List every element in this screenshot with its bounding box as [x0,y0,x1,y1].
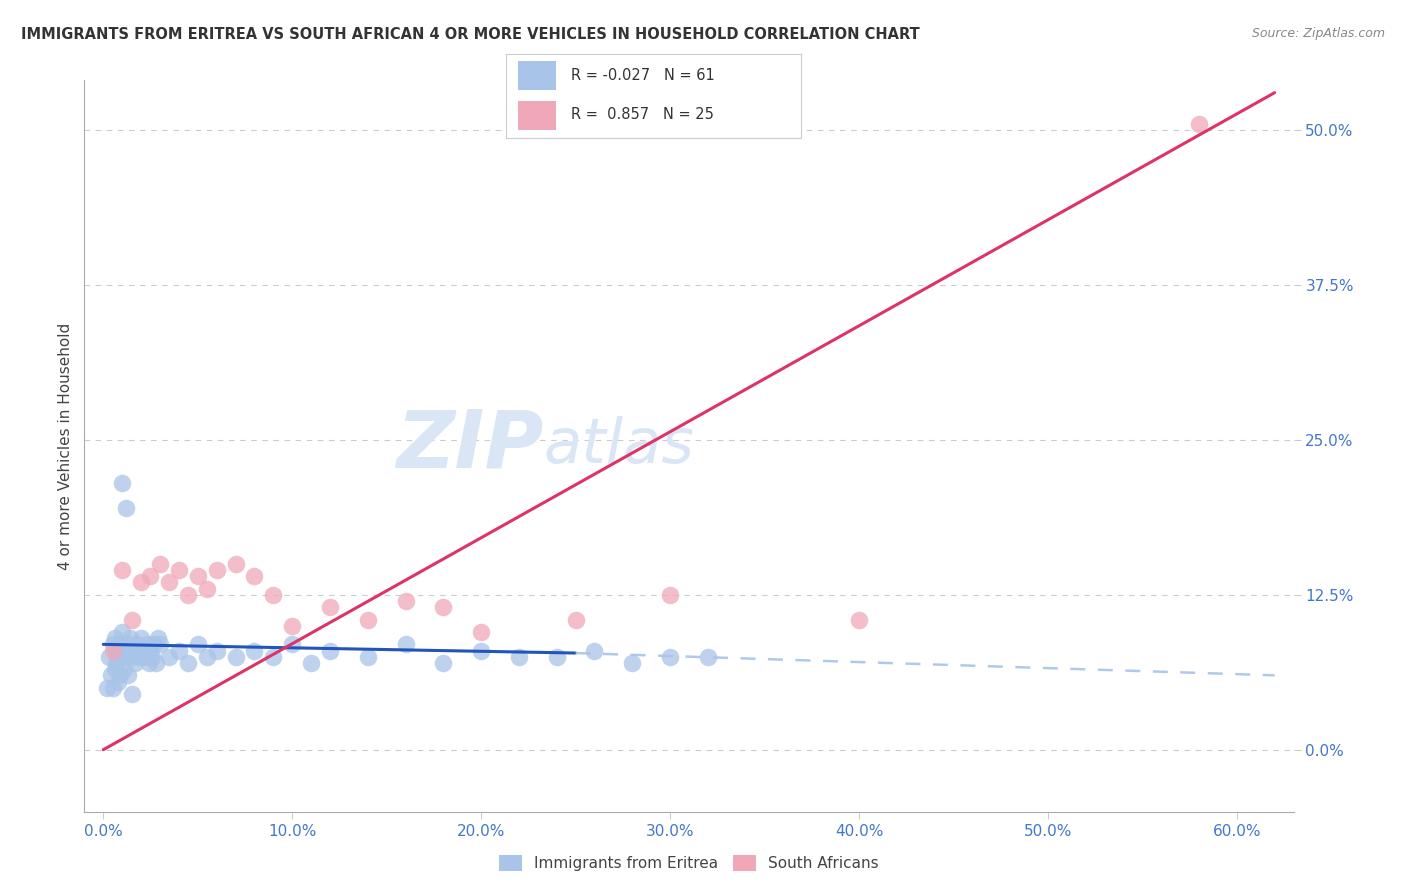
Point [149,637,172,651]
Point [167,643,190,657]
Point [299,656,322,670]
Point [157,575,180,590]
Point [319,643,342,657]
Point [104,631,127,645]
Point [115,500,138,515]
Point [508,649,530,664]
Point [432,600,454,615]
Point [117,637,139,651]
Point [117,668,139,682]
Point [470,643,492,657]
Point [121,687,143,701]
Text: IMMIGRANTS FROM ERITREA VS SOUTH AFRICAN 4 OR MORE VEHICLES IN HOUSEHOLD CORRELA: IMMIGRANTS FROM ERITREA VS SOUTH AFRICAN… [21,27,920,42]
Point [100,668,122,682]
Point [105,656,128,670]
Point [848,613,870,627]
Point [243,569,266,583]
Point [195,649,218,664]
Point [145,656,167,670]
Point [357,649,380,664]
Point [111,563,134,577]
Point [394,637,416,651]
Point [432,656,454,670]
Bar [517,101,557,130]
Point [128,649,150,664]
Point [110,637,132,651]
Point [135,637,157,651]
Text: Source: ZipAtlas.com: Source: ZipAtlas.com [1251,27,1385,40]
Point [167,563,190,577]
Point [143,637,166,651]
Point [225,649,247,664]
Point [104,662,127,676]
Point [195,582,218,596]
Point [177,588,200,602]
Point [121,613,143,627]
Point [115,649,138,664]
Point [262,649,284,664]
Point [121,649,143,664]
Point [177,656,200,670]
Point [564,613,586,627]
Point [132,643,155,657]
Point [262,588,284,602]
Point [139,643,162,657]
Point [470,624,492,639]
Point [281,619,304,633]
Point [96,681,118,695]
Point [225,557,247,571]
Point [659,649,682,664]
Point [134,649,156,664]
Point [187,637,209,651]
Point [205,563,228,577]
Point [111,476,134,491]
Y-axis label: 4 or more Vehicles in Household: 4 or more Vehicles in Household [58,322,73,570]
Point [205,643,228,657]
Point [129,575,152,590]
Point [149,557,172,571]
Point [129,631,152,645]
Text: atlas: atlas [544,416,695,476]
Point [583,643,606,657]
Point [124,656,146,670]
Text: R = -0.027   N = 61: R = -0.027 N = 61 [571,68,714,83]
Point [101,681,124,695]
Point [696,649,718,664]
Point [157,649,180,664]
Point [141,649,163,664]
Point [139,569,162,583]
Point [97,649,120,664]
Point [101,643,124,657]
Point [112,643,135,657]
Point [122,643,145,657]
Text: R =  0.857   N = 25: R = 0.857 N = 25 [571,107,714,122]
Point [127,637,149,651]
Point [111,624,134,639]
Point [110,668,132,682]
Point [281,637,304,651]
Point [357,613,380,627]
Text: ZIP: ZIP [396,407,544,485]
Bar [517,62,557,90]
Point [107,649,129,664]
Point [394,594,416,608]
Point [105,643,128,657]
Point [146,631,169,645]
Point [118,631,141,645]
Point [138,656,160,670]
Point [319,600,342,615]
Point [112,662,135,676]
Point [1188,117,1211,131]
Point [107,674,129,689]
Point [659,588,682,602]
Point [621,656,644,670]
Legend: Immigrants from Eritrea, South Africans: Immigrants from Eritrea, South Africans [492,849,886,877]
Point [101,637,124,651]
Point [546,649,568,664]
Point [187,569,209,583]
Point [243,643,266,657]
